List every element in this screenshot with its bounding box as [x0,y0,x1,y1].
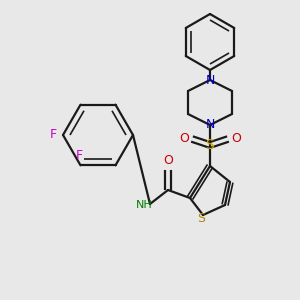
Text: O: O [231,133,241,146]
Text: O: O [163,154,173,167]
Text: F: F [76,149,83,162]
Text: N: N [205,74,215,86]
Text: N: N [205,118,215,131]
Text: S: S [206,138,214,152]
Text: S: S [197,212,205,226]
Text: F: F [50,128,57,142]
Text: NH: NH [136,200,152,210]
Text: O: O [179,133,189,146]
